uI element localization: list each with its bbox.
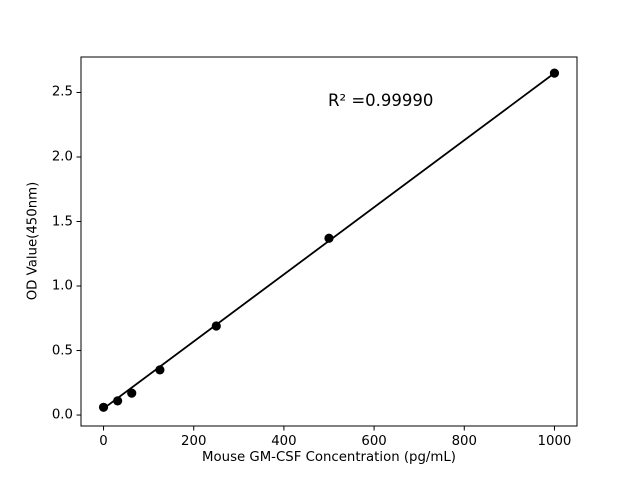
- data-point-1: [113, 396, 123, 406]
- y-tick-label-1: 0.5: [51, 342, 73, 358]
- y-tick-label-5: 2.5: [51, 84, 73, 100]
- y-tick-label-2: 1.0: [51, 278, 73, 294]
- x-tick-label-5: 1000: [537, 434, 572, 449]
- plot-frame: [80, 56, 578, 427]
- x-tick-label-3: 600: [361, 434, 387, 449]
- data-point-6: [549, 68, 560, 78]
- y-tick-label-3: 1.5: [51, 213, 73, 229]
- x-tick-label-4: 800: [451, 434, 477, 449]
- data-point-3: [155, 365, 165, 375]
- y-axis-label: OD Value(450nm): [25, 181, 41, 301]
- y-tick-label-0: 0.0: [51, 407, 73, 423]
- y-tick-label-4: 2.0: [51, 149, 73, 165]
- x-tick-label-0: 0: [99, 434, 108, 449]
- x-axis-label: Mouse GM-CSF Concentration (pg/mL): [202, 450, 456, 465]
- data-point-4: [211, 321, 221, 331]
- r-squared-annotation: R² =0.99990: [328, 91, 434, 110]
- data-point-5: [324, 233, 334, 243]
- data-point-0: [98, 402, 109, 412]
- x-tick-label-2: 400: [271, 434, 297, 449]
- x-tick-label-1: 200: [181, 434, 207, 449]
- data-point-2: [127, 388, 137, 398]
